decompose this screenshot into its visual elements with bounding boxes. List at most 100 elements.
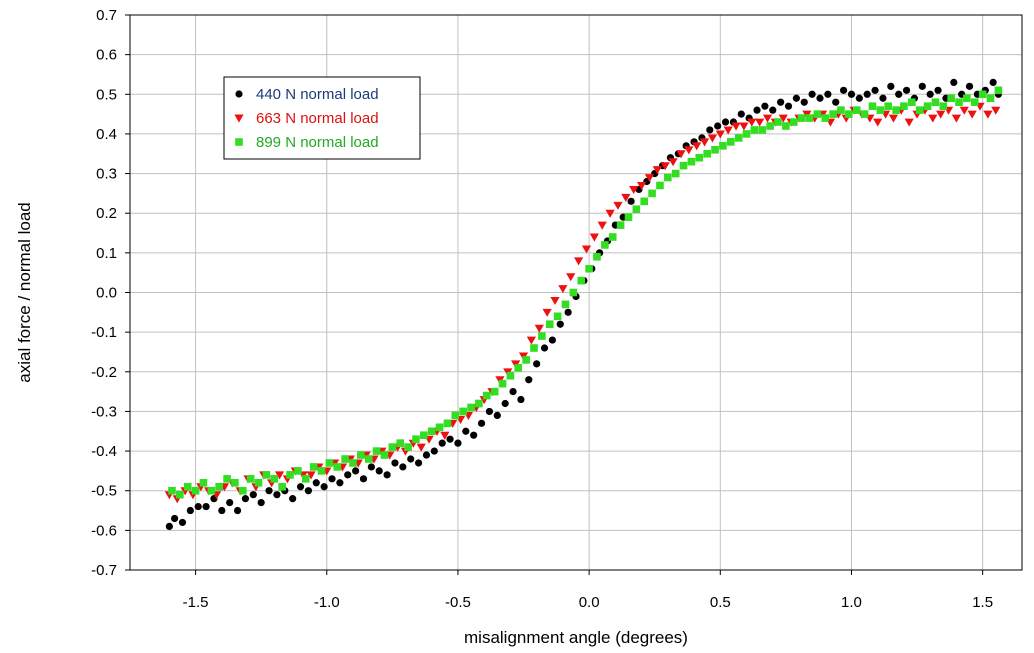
data-point (454, 439, 462, 447)
y-tick-label: -0.1 (91, 324, 117, 341)
data-point (734, 134, 743, 142)
data-point (845, 110, 853, 118)
data-point (750, 126, 759, 134)
data-point (761, 102, 769, 110)
y-axis-title: axial force / normal load (15, 202, 34, 382)
data-point (542, 308, 552, 317)
data-point (892, 106, 900, 114)
data-point (380, 451, 389, 459)
legend-marker (235, 90, 243, 98)
data-point (168, 486, 176, 495)
data-point (986, 94, 995, 103)
data-point (514, 364, 523, 372)
x-tick-label: 1.0 (841, 594, 862, 611)
data-point (723, 126, 733, 135)
data-point (721, 118, 730, 126)
data-point (824, 90, 832, 98)
data-point (695, 153, 704, 162)
data-point (888, 114, 899, 123)
data-point (668, 158, 678, 167)
data-point (328, 475, 336, 483)
data-point (548, 336, 556, 344)
data-points (164, 78, 1003, 530)
data-point (660, 162, 670, 171)
data-point (936, 110, 946, 119)
data-point (317, 467, 326, 475)
data-point (832, 98, 840, 106)
y-tick-label: -0.6 (91, 522, 117, 539)
data-point (556, 320, 564, 328)
data-point (967, 110, 977, 119)
data-point (534, 324, 544, 333)
data-point (978, 90, 987, 99)
x-tick-label: 1.5 (972, 594, 993, 611)
data-point (959, 106, 969, 115)
data-point (501, 399, 509, 408)
data-point (777, 98, 785, 106)
data-point (684, 146, 694, 155)
data-point (215, 482, 223, 491)
y-tick-label: -0.7 (91, 562, 117, 579)
data-point (341, 455, 349, 463)
data-point (855, 94, 863, 102)
data-point (687, 157, 696, 166)
data-point (383, 471, 391, 479)
data-point (320, 483, 328, 491)
data-point (887, 82, 895, 90)
data-point (656, 181, 664, 190)
data-point (904, 118, 914, 127)
data-point (304, 487, 312, 495)
data-point (769, 106, 777, 114)
data-point (176, 490, 184, 499)
data-point (336, 479, 344, 487)
data-point (900, 102, 908, 110)
data-point (186, 506, 194, 515)
legend-marker (235, 138, 243, 146)
data-point (616, 221, 625, 229)
data-point (538, 332, 546, 340)
data-point (171, 514, 179, 523)
data-point (742, 130, 751, 138)
data-point (991, 106, 1001, 115)
data-point (597, 221, 607, 230)
data-point (273, 491, 281, 499)
data-point (782, 122, 790, 130)
data-point (294, 467, 302, 475)
data-point (627, 197, 635, 205)
data-point (871, 86, 879, 94)
data-point (947, 94, 955, 103)
data-point (344, 471, 352, 479)
data-point (994, 86, 1003, 95)
data-point (605, 209, 615, 218)
data-point (306, 471, 316, 480)
data-point (840, 86, 848, 94)
data-point (485, 407, 494, 416)
data-point (895, 90, 903, 98)
data-point (509, 388, 517, 396)
data-point (440, 431, 450, 440)
data-point (254, 478, 263, 487)
data-point (483, 391, 491, 400)
data-point (545, 320, 554, 329)
data-point (648, 189, 656, 198)
data-point (416, 443, 426, 452)
data-point (257, 499, 265, 507)
data-point (923, 102, 932, 110)
y-tick-label: 0.1 (96, 245, 117, 262)
data-point (550, 296, 560, 306)
data-point (758, 126, 767, 134)
x-axis-title: misalignment angle (degrees) (464, 628, 688, 647)
data-point (526, 336, 536, 345)
data-point (233, 506, 242, 515)
data-point (762, 114, 773, 123)
data-point (289, 495, 297, 503)
data-point (274, 471, 285, 480)
data-point (561, 300, 570, 309)
data-point (407, 455, 415, 463)
data-point (446, 435, 454, 443)
data-point (404, 443, 412, 451)
data-point (951, 114, 962, 123)
data-point (706, 126, 714, 134)
data-point (737, 110, 745, 118)
